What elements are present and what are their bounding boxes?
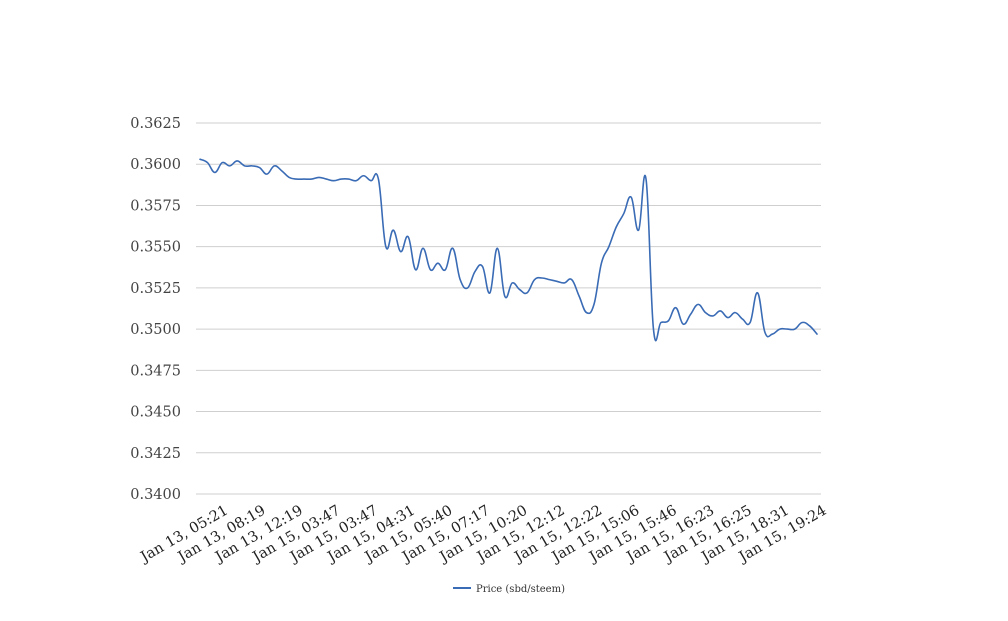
y-tick-label: 0.3575 xyxy=(130,198,181,214)
y-tick-label: 0.3625 xyxy=(130,116,181,132)
y-tick-label: 0.3500 xyxy=(130,322,181,338)
y-tick-label: 0.3400 xyxy=(130,487,181,503)
y-tick-label: 0.3550 xyxy=(130,240,181,256)
y-axis: 0.3400 0.3425 0.3450 0.3475 0.3500 0.3525 0.35… xyxy=(130,116,181,503)
grid-layer xyxy=(196,122,821,495)
legend-label: Price (sbd/steem) xyxy=(476,584,565,595)
y-tick-label: 0.3425 xyxy=(130,446,181,462)
y-tick-label: 0.3525 xyxy=(130,281,181,297)
y-tick-label: 0.3450 xyxy=(130,405,181,421)
y-tick-label: 0.3475 xyxy=(130,363,181,379)
series-line xyxy=(199,158,818,342)
y-tick-label: 0.3600 xyxy=(130,157,181,173)
series-layer xyxy=(199,158,818,342)
legend: Price (sbd/steem) xyxy=(453,584,565,595)
